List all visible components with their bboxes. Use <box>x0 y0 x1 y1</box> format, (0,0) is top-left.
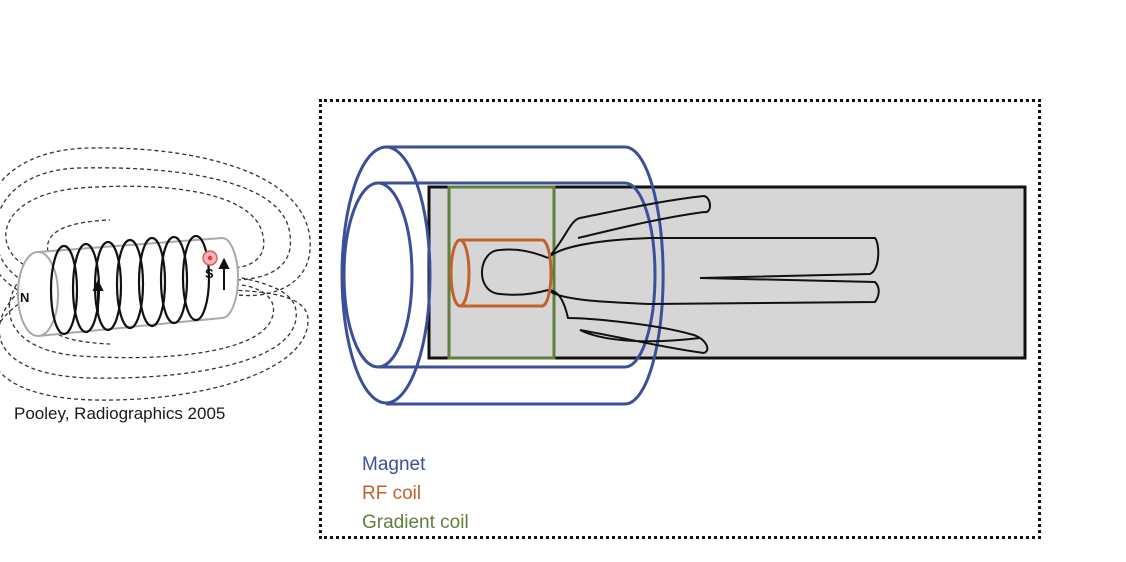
solenoid-illustration: N S <box>0 147 311 401</box>
gradient-coil <box>447 185 556 360</box>
field-lines <box>0 147 311 401</box>
legend-rf-coil: RF coil <box>362 483 422 504</box>
legend-magnet: Magnet <box>362 454 426 475</box>
pole-north-label: N <box>20 290 29 305</box>
mri-diagram-frame <box>319 99 1041 539</box>
patient-silhouette <box>481 194 880 355</box>
patient-table <box>427 185 1027 360</box>
figure-citation: Pooley, Radiographics 2005 <box>14 404 226 423</box>
pole-south-label: S <box>205 266 214 281</box>
magnet-bore <box>340 145 665 406</box>
legend: Magnet RF coil Gradient coil <box>362 450 469 537</box>
solenoid-end-north <box>17 251 59 337</box>
current-arrow-icon <box>92 257 230 312</box>
rf-coil <box>449 238 553 308</box>
legend-gradient-coil: Gradient coil <box>362 512 469 533</box>
mri-schematic <box>340 145 1027 406</box>
